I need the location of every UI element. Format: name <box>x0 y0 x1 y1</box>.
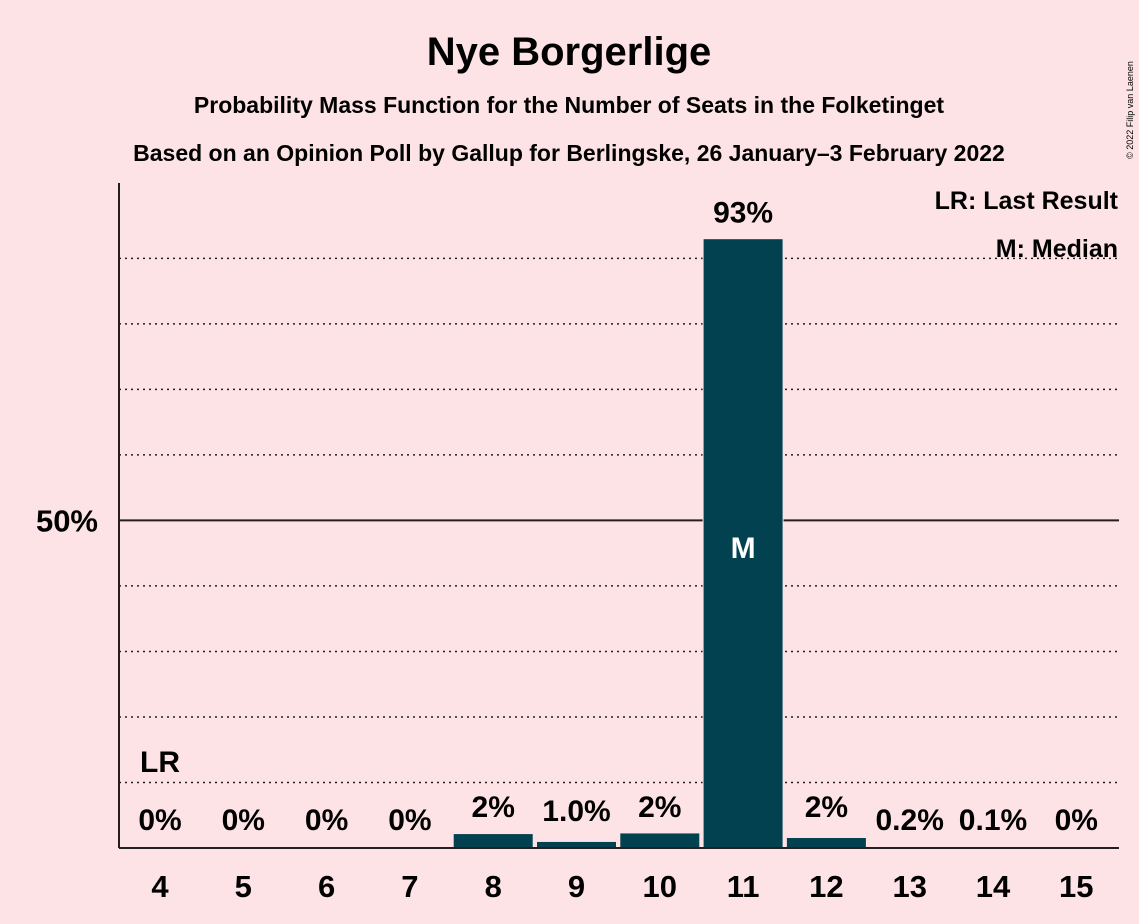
gridlines <box>119 258 1119 782</box>
value-label-13: 0.2% <box>876 804 944 837</box>
chart-subtitle-poll: Based on an Opinion Poll by Gallup for B… <box>133 140 1005 166</box>
x-tick-8: 8 <box>485 869 502 904</box>
x-tick-7: 7 <box>401 869 418 904</box>
x-tick-11: 11 <box>727 869 760 904</box>
value-label-10: 2% <box>638 791 681 824</box>
value-label-6: 0% <box>305 804 348 837</box>
copyright-note: © 2022 Filip van Laenen <box>1125 61 1135 159</box>
x-axis-ticks: 4 5 6 7 8 9 10 11 12 13 14 15 <box>151 869 1093 904</box>
value-labels: 0% LR 0% 0% 0% 2% 1.0% 2% 93% M 2% 0.2% 0.1% 0% <box>138 197 1098 837</box>
x-tick-12: 12 <box>809 869 843 904</box>
x-tick-10: 10 <box>643 869 677 904</box>
x-tick-14: 14 <box>976 869 1011 904</box>
value-label-14: 0.1% <box>959 804 1027 837</box>
value-label-15: 0% <box>1055 804 1098 837</box>
value-label-4: 0% <box>138 804 181 837</box>
x-tick-15: 15 <box>1059 869 1093 904</box>
bar-12 <box>786 838 866 848</box>
value-label-8: 2% <box>472 791 515 824</box>
x-tick-9: 9 <box>568 869 585 904</box>
last-result-marker: LR <box>140 746 180 779</box>
chart-subtitle: Probability Mass Function for the Number… <box>194 92 944 118</box>
bar-8 <box>453 834 533 848</box>
y-tick-50: 50% <box>36 503 98 538</box>
x-tick-5: 5 <box>235 869 252 904</box>
x-tick-13: 13 <box>892 869 926 904</box>
value-label-11: 93% <box>713 197 773 230</box>
value-label-7: 0% <box>388 804 431 837</box>
legend-median: M: Median <box>996 235 1118 263</box>
legend-last-result: LR: Last Result <box>935 187 1119 215</box>
median-marker: M <box>731 532 756 565</box>
value-label-12: 2% <box>805 791 848 824</box>
chart-title: Nye Borgerlige <box>427 30 712 74</box>
bar-10 <box>620 833 700 848</box>
x-tick-4: 4 <box>151 869 169 904</box>
x-tick-6: 6 <box>318 869 335 904</box>
value-label-5: 0% <box>222 804 265 837</box>
value-label-9: 1.0% <box>542 795 610 828</box>
